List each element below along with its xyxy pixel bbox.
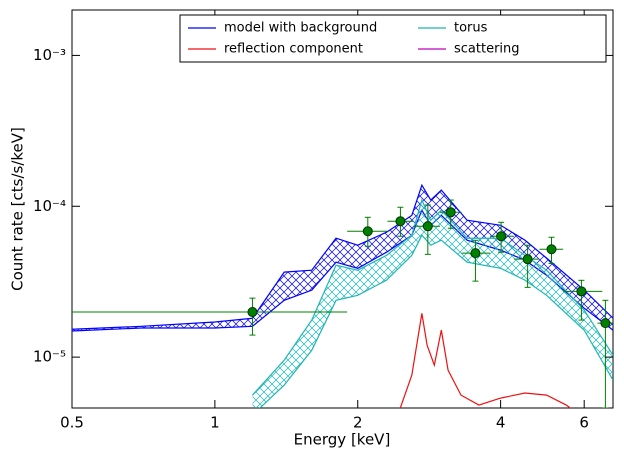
data-point (496, 231, 507, 242)
data-point (395, 216, 406, 227)
legend-label: reflection component (224, 42, 363, 57)
data-point (247, 307, 258, 318)
x-tick-label: 2 (353, 414, 363, 432)
band-upper (252, 198, 613, 396)
y-tick-label: 10⁻⁴ (33, 197, 66, 215)
y-tick-label: 10⁻³ (33, 46, 66, 64)
legend: model with background torus reflection com… (179, 14, 607, 63)
legend-label: torus (454, 21, 488, 36)
data-point (522, 254, 533, 265)
x-tick-label: 0.5 (60, 414, 84, 432)
band-lower (259, 234, 613, 408)
data-point (445, 207, 456, 218)
legend-box (179, 14, 607, 63)
band-fill (252, 200, 613, 408)
x-tick-label: 1 (210, 414, 220, 432)
band-fill (72, 185, 613, 331)
y-axis-label: Count rate [cts/s/keV] (9, 127, 27, 291)
y-tick-label: 10⁻⁵ (33, 348, 66, 366)
legend-label: model with background (224, 21, 377, 36)
data-point (422, 221, 433, 232)
plot-frame (71, 9, 614, 409)
series-line (399, 313, 572, 408)
axes: 0.5 1 2 4 6 10⁻⁵ 10⁻⁴ 10⁻³ (33, 10, 613, 432)
x-tick-label: 6 (579, 414, 589, 432)
x-axis-label: Energy [keV] (294, 431, 391, 449)
legend-label: scattering (454, 42, 520, 57)
data-point (600, 318, 611, 329)
plot-area (72, 183, 613, 408)
data-point (576, 286, 587, 297)
data-point (546, 244, 557, 255)
data-point (470, 248, 481, 259)
data-point (362, 226, 373, 237)
x-tick-label: 4 (496, 414, 506, 432)
